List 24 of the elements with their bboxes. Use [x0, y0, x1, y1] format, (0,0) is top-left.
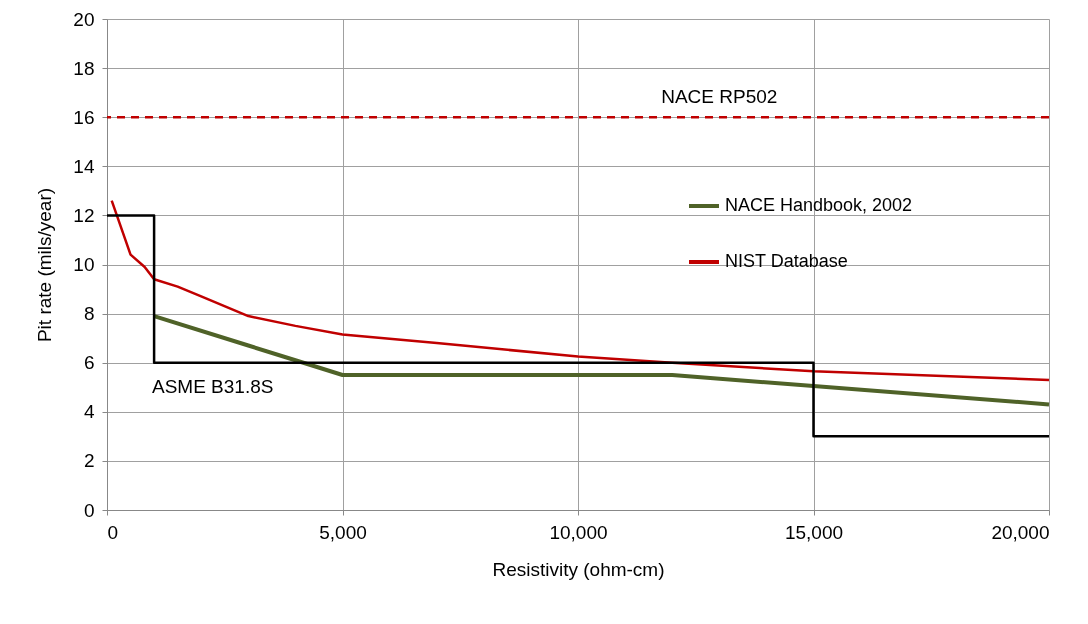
x-tick-label: 5,000: [319, 521, 367, 543]
y-tick-label: 2: [83, 450, 95, 472]
legend-label: NACE Handbook, 2002: [725, 195, 913, 215]
x-tick-label: 20,000: [991, 521, 1050, 543]
y-tick-label: 14: [73, 155, 95, 177]
y-tick-label: 4: [83, 401, 95, 423]
x-tick-label: 15,000: [784, 521, 844, 543]
legend-label: NIST Database: [725, 251, 848, 271]
annotation: ASME B31.8S: [152, 376, 274, 398]
y-tick-label: 6: [83, 352, 95, 374]
y-tick-label: 0: [83, 499, 95, 521]
y-tick-label: 16: [73, 106, 95, 128]
y-tick-label: 20: [73, 8, 95, 30]
line-series: [152, 314, 1051, 407]
line-series: [110, 199, 1051, 382]
y-axis-title: Pit rate (mils/year): [34, 187, 56, 343]
x-tick-label: 10,000: [549, 521, 608, 543]
x-tick-label: 0: [107, 521, 119, 543]
y-tick-label: 8: [83, 303, 95, 325]
ref-line-label: NACE RP502: [661, 86, 778, 108]
y-tick-label: 18: [73, 57, 95, 79]
x-axis-title: Resistivity (ohm-cm): [492, 558, 665, 580]
y-tick-label: 12: [73, 204, 95, 226]
y-tick-label: 10: [73, 254, 95, 275]
